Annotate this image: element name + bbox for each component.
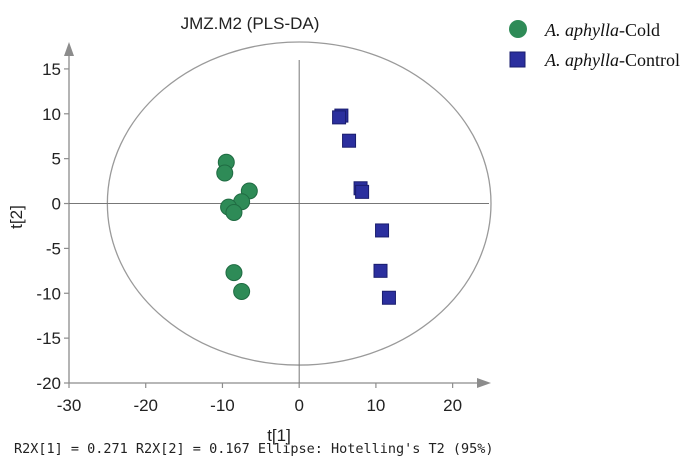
- legend-label-cold: A. aphylla-Cold: [544, 20, 660, 40]
- y-tick-label: -15: [36, 329, 61, 348]
- legend-label-control: A. aphylla-Control: [544, 50, 680, 70]
- y-tick-label: -20: [36, 374, 61, 393]
- x-axis-title: t[1]: [267, 426, 291, 445]
- y-tick-label: 0: [52, 195, 61, 214]
- cold-sample-point: [233, 282, 251, 300]
- control-sample-point: [373, 263, 388, 278]
- cold-sample-point: [225, 204, 243, 221]
- x-tick-label: -30: [57, 396, 82, 415]
- x-tick-label: 10: [366, 396, 385, 415]
- control-sample-point: [342, 133, 357, 148]
- x-tick-label: -20: [133, 396, 158, 415]
- y-tick-label: -10: [36, 284, 61, 303]
- x-tick-label: 20: [443, 396, 462, 415]
- legend-square-marker: [509, 51, 526, 68]
- control-sample-point: [332, 110, 347, 125]
- y-tick-label: 10: [42, 105, 61, 124]
- y-axis-arrow: [64, 42, 74, 56]
- cold-sample-point: [216, 164, 234, 182]
- legend-circle-marker: [509, 20, 527, 38]
- y-tick-label: 5: [52, 150, 61, 169]
- y-axis-title: t[2]: [7, 205, 26, 229]
- y-tick-label: -5: [46, 239, 61, 258]
- model-summary-footnote: R2X[1] = 0.271 R2X[2] = 0.167 Ellipse: H…: [14, 441, 494, 457]
- x-tick-label: 0: [294, 396, 303, 415]
- y-tick-label: 15: [42, 60, 61, 79]
- control-sample-point: [355, 184, 370, 199]
- legend: A. aphylla-Cold A. aphylla-Control: [509, 20, 680, 70]
- control-sample-point: [381, 290, 396, 305]
- control-sample-point: [375, 223, 390, 238]
- chart-title: JMZ.M2 (PLS-DA): [181, 14, 320, 33]
- cold-sample-point: [225, 264, 243, 282]
- x-tick-label: -10: [210, 396, 235, 415]
- x-axis-arrow: [477, 378, 491, 388]
